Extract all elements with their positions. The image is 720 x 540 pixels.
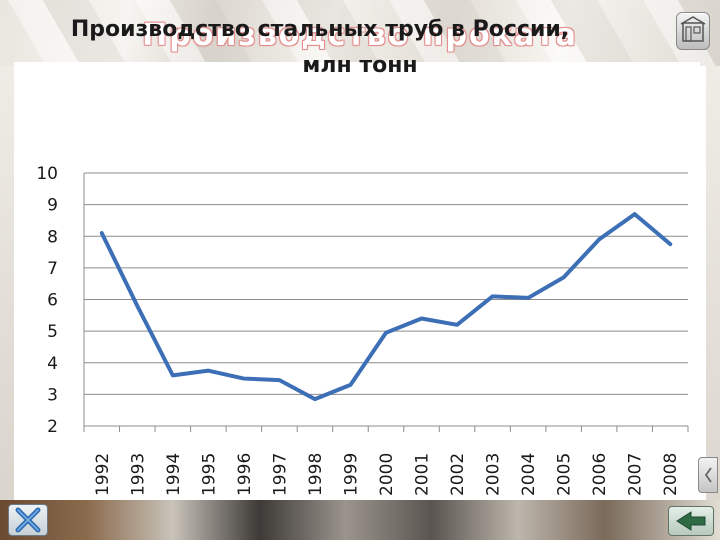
background-photo-right	[706, 66, 720, 500]
x-tick-label: 2001	[413, 453, 433, 496]
back-arrow-icon	[676, 511, 706, 531]
x-tick-label: 1996	[235, 453, 255, 496]
x-tick-label: 2006	[590, 453, 610, 496]
x-tick-label: 1997	[270, 453, 290, 496]
x-tick-label: 2004	[519, 453, 539, 496]
side-tab-icon	[704, 467, 712, 483]
x-tick-label: 2000	[377, 453, 397, 496]
chart-title: Производство стальных труб в России, млн…	[0, 12, 720, 84]
x-tick-label: 2005	[555, 453, 575, 496]
y-tick-label: 8	[47, 227, 58, 247]
x-tick-label: 1995	[199, 453, 219, 496]
chart-title-line1: Производство стальных труб в России,	[70, 17, 570, 42]
background-photo-top	[0, 0, 720, 66]
home-icon	[680, 16, 706, 42]
x-tick-label: 1994	[164, 453, 184, 496]
slide-title: Производство проката	[142, 18, 578, 53]
close-x-icon	[15, 507, 41, 533]
y-tick-label: 4	[47, 354, 58, 374]
y-tick-label: 9	[47, 196, 58, 216]
x-tick-label: 2003	[484, 453, 504, 496]
home-button[interactable]	[676, 12, 710, 50]
y-tick-label: 6	[47, 291, 58, 311]
x-tick-label: 1993	[128, 453, 148, 496]
background-photo-bottom	[0, 500, 720, 540]
y-tick-label: 5	[47, 322, 58, 342]
x-tick-label: 1998	[306, 453, 326, 496]
close-button[interactable]	[8, 504, 48, 536]
x-tick-label: 2002	[448, 453, 468, 496]
y-tick-label: 10	[36, 164, 58, 184]
y-tick-label: 3	[47, 385, 58, 405]
x-tick-label: 2007	[626, 453, 646, 496]
chart-panel	[14, 62, 700, 500]
background-photo-left	[0, 66, 14, 500]
y-tick-label: 7	[47, 259, 58, 279]
chart-title-line2: млн тонн	[302, 53, 418, 78]
y-tick-label: 2	[47, 417, 58, 437]
side-tab-button[interactable]	[698, 457, 718, 493]
series-line	[99, 212, 673, 402]
back-button[interactable]	[668, 506, 714, 536]
x-tick-label: 2008	[661, 453, 681, 496]
x-tick-label: 1999	[341, 453, 361, 496]
x-tick-label: 1992	[93, 453, 113, 496]
